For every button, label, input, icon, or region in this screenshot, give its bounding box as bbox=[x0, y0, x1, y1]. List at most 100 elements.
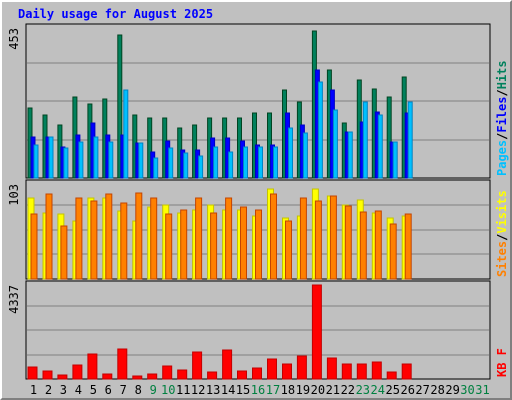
legend-entry: / bbox=[495, 89, 509, 96]
bar-kb-f-day-16 bbox=[252, 367, 262, 380]
bar-sites-day-16 bbox=[255, 209, 262, 280]
day-label-3: 3 bbox=[60, 383, 67, 397]
bar-sites-day-18 bbox=[285, 220, 292, 280]
bar-pages-day-17 bbox=[273, 146, 278, 179]
bar-kb-f-day-25 bbox=[386, 371, 397, 380]
bar-kb-f-day-17 bbox=[267, 358, 277, 380]
bar-sites-day-20 bbox=[314, 200, 322, 280]
axis-max-label: 4337 bbox=[7, 285, 21, 314]
bar-pages-day-12 bbox=[198, 155, 204, 179]
bar-kb-f-day-15 bbox=[237, 370, 247, 380]
bar-sites-day-5 bbox=[90, 200, 98, 280]
bar-kb-f-day-1 bbox=[27, 366, 38, 380]
bar-pages-day-3 bbox=[63, 147, 69, 179]
day-label-2: 2 bbox=[45, 383, 52, 397]
day-label-7: 7 bbox=[120, 383, 127, 397]
bar-sites-day-22 bbox=[344, 205, 352, 280]
day-label-21: 21 bbox=[326, 383, 340, 397]
bar-hits-day-25 bbox=[386, 96, 392, 179]
day-label-12: 12 bbox=[191, 383, 205, 397]
bar-kb-f-day-2 bbox=[42, 370, 53, 380]
bar-sites-day-10 bbox=[165, 213, 173, 280]
bar-pages-day-8 bbox=[138, 142, 144, 179]
bar-sites-day-12 bbox=[195, 197, 203, 280]
legend-entry: Sites bbox=[495, 241, 509, 277]
bar-kb-f-day-22 bbox=[341, 363, 352, 380]
day-label-13: 13 bbox=[206, 383, 220, 397]
bar-pages-day-14 bbox=[228, 151, 234, 179]
bar-pages-day-13 bbox=[213, 146, 219, 179]
bar-kb-f-day-5 bbox=[87, 353, 98, 380]
bar-sites-day-19 bbox=[299, 197, 307, 280]
bar-sites-day-21 bbox=[329, 195, 337, 280]
legend-kbytes: KB F bbox=[495, 348, 509, 377]
bar-pages-day-18 bbox=[288, 127, 293, 179]
day-label-4: 4 bbox=[75, 383, 82, 397]
bar-pages-day-16 bbox=[258, 146, 263, 179]
legend-hits-files-pages: Pages/Files/Hits bbox=[495, 60, 509, 176]
legend-entry: Hits bbox=[495, 60, 509, 89]
day-label-24: 24 bbox=[370, 383, 384, 397]
bar-kb-f-day-18 bbox=[282, 363, 292, 380]
bar-sites-day-26 bbox=[404, 213, 412, 280]
day-label-11: 11 bbox=[176, 383, 190, 397]
day-label-18: 18 bbox=[281, 383, 295, 397]
bar-pages-day-22 bbox=[347, 131, 353, 179]
bar-pages-day-21 bbox=[332, 109, 338, 179]
bar-sites-day-8 bbox=[135, 192, 143, 280]
bar-pages-day-15 bbox=[243, 146, 248, 179]
bar-pages-day-23 bbox=[362, 101, 368, 179]
bar-sites-day-7 bbox=[120, 202, 128, 280]
day-label-29: 29 bbox=[445, 383, 459, 397]
bar-sites-day-14 bbox=[225, 197, 233, 280]
bar-pages-day-19 bbox=[302, 132, 308, 179]
bar-pages-day-9 bbox=[153, 157, 159, 179]
bar-kb-f-day-4 bbox=[72, 364, 83, 380]
bar-hits-day-7 bbox=[117, 34, 123, 179]
bar-sites-day-23 bbox=[359, 211, 367, 280]
axis-max-label: 453 bbox=[7, 28, 21, 50]
bar-pages-day-10 bbox=[168, 147, 174, 179]
bar-sites-day-3 bbox=[60, 225, 68, 280]
bar-sites-day-15 bbox=[240, 206, 247, 280]
day-label-19: 19 bbox=[296, 383, 310, 397]
bar-kb-f-day-21 bbox=[326, 357, 337, 380]
day-label-8: 8 bbox=[135, 383, 142, 397]
axis-max-label: 103 bbox=[7, 184, 21, 206]
bar-pages-day-20 bbox=[317, 81, 323, 179]
bar-pages-day-6 bbox=[108, 141, 114, 179]
bar-kb-f-day-9 bbox=[147, 373, 158, 380]
bar-kb-f-day-19 bbox=[296, 355, 307, 380]
bar-kb-f-day-20 bbox=[311, 284, 322, 380]
legend-entry: Pages bbox=[495, 140, 509, 176]
bar-kb-f-day-26 bbox=[401, 363, 412, 380]
legend-entry: KB F bbox=[495, 348, 509, 377]
legend-entry: Visits bbox=[495, 190, 509, 233]
bar-kb-f-day-8 bbox=[132, 375, 143, 380]
legend-entry: / bbox=[495, 234, 509, 241]
day-label-14: 14 bbox=[221, 383, 235, 397]
bar-pages-day-4 bbox=[78, 141, 84, 179]
day-label-28: 28 bbox=[430, 383, 444, 397]
day-label-23: 23 bbox=[356, 383, 370, 397]
bar-pages-day-5 bbox=[93, 136, 99, 179]
bar-kb-f-day-6 bbox=[102, 373, 113, 380]
day-label-17: 17 bbox=[266, 383, 280, 397]
bar-sites-day-6 bbox=[105, 193, 113, 280]
bar-sites-day-24 bbox=[374, 210, 382, 280]
bar-sites-day-9 bbox=[150, 197, 158, 280]
legend-entry: Files bbox=[495, 97, 509, 133]
bar-kb-f-day-11 bbox=[177, 369, 188, 380]
day-label-31: 31 bbox=[475, 383, 489, 397]
bar-kb-f-day-14 bbox=[222, 349, 233, 380]
day-label-22: 22 bbox=[341, 383, 355, 397]
bar-pages-day-2 bbox=[48, 136, 54, 179]
bar-pages-day-26 bbox=[407, 101, 413, 179]
bar-kb-f-day-13 bbox=[207, 371, 218, 380]
day-label-30: 30 bbox=[460, 383, 474, 397]
legend-entry: / bbox=[495, 133, 509, 140]
chart-title: Daily usage for August 2025 bbox=[18, 7, 213, 21]
day-label-6: 6 bbox=[105, 383, 112, 397]
